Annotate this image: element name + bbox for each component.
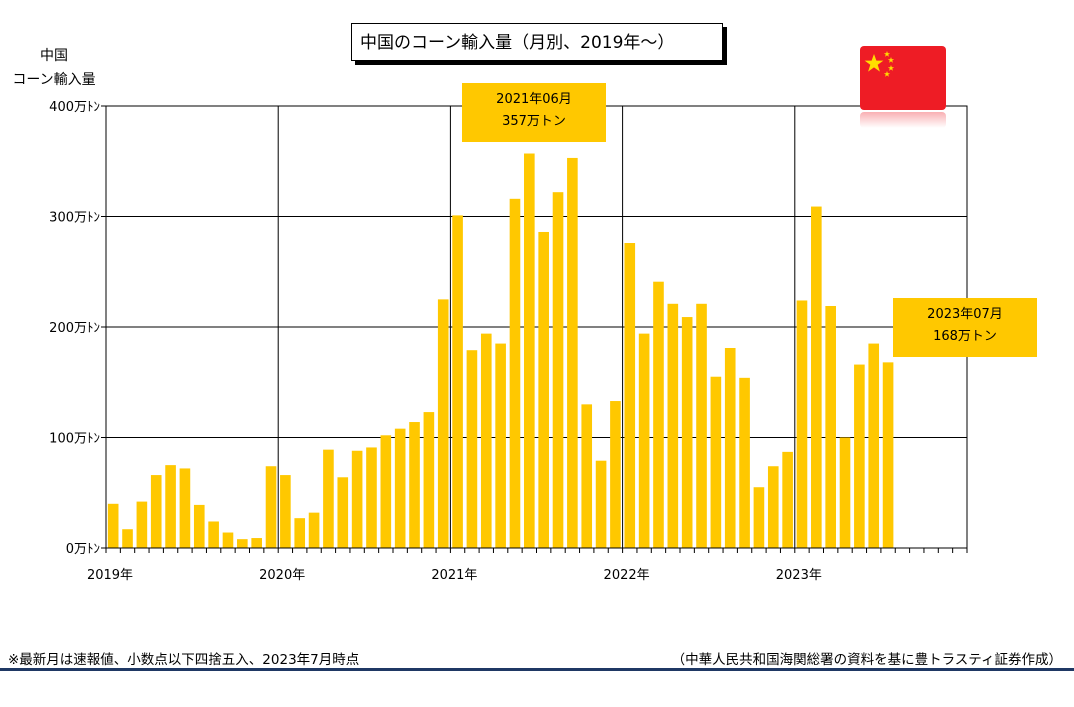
bar xyxy=(466,350,478,548)
bar xyxy=(782,451,793,548)
bar xyxy=(509,198,521,548)
bar xyxy=(437,299,449,548)
y-axis-label: 中国 コーン輸入量 xyxy=(8,44,100,92)
latest-callout: 2023年07月 168万トン xyxy=(893,298,1037,357)
footnote: ※最新月は速報値、小数点以下四捨五入、2023年7月時点 xyxy=(8,652,360,668)
bar xyxy=(753,487,765,548)
bar xyxy=(854,364,865,548)
bar xyxy=(107,503,119,548)
bar xyxy=(624,243,636,548)
bar xyxy=(667,303,679,548)
bar xyxy=(524,153,535,548)
bar xyxy=(595,460,607,548)
bar xyxy=(294,518,306,548)
x-tick-label: 2019年 xyxy=(87,568,133,583)
bar xyxy=(825,306,836,548)
bar xyxy=(122,529,133,548)
chart-title: 中国のコーン輸入量（月別、2019年～） xyxy=(351,23,723,61)
bar xyxy=(452,215,463,548)
bar xyxy=(480,333,492,548)
bar xyxy=(552,192,564,548)
china-flag-icon xyxy=(860,46,946,128)
y-tick-label: 400万ﾄﾝ xyxy=(49,100,100,115)
bar xyxy=(868,343,880,548)
bar xyxy=(739,377,750,548)
y-tick-label: 0万ﾄﾝ xyxy=(66,542,100,557)
bar xyxy=(251,538,262,548)
bar xyxy=(380,435,392,548)
bar xyxy=(567,157,578,548)
bar xyxy=(767,466,779,548)
bottom-rule xyxy=(0,668,1074,671)
bar xyxy=(193,504,205,548)
bar xyxy=(409,422,420,548)
x-tick-label: 2021年 xyxy=(431,568,477,583)
bar xyxy=(423,412,435,548)
bar xyxy=(265,466,277,548)
peak-callout-value: 357万トン xyxy=(502,114,566,129)
bar xyxy=(351,450,363,548)
bar xyxy=(724,347,736,548)
bar xyxy=(796,300,808,548)
bar xyxy=(394,428,406,548)
peak-callout: 2021年06月 357万トン xyxy=(462,83,606,142)
bar xyxy=(280,475,291,548)
bar xyxy=(581,404,593,548)
bar xyxy=(237,539,248,548)
bar xyxy=(653,281,664,548)
bar xyxy=(366,447,377,548)
grid-lines xyxy=(106,105,968,548)
x-tick-label: 2020年 xyxy=(259,568,305,583)
y-axis-label-line-1: 中国 xyxy=(40,48,68,64)
x-tick-label: 2022年 xyxy=(604,568,650,583)
bar xyxy=(308,512,320,548)
bar xyxy=(208,521,219,548)
bar xyxy=(538,231,549,548)
bar xyxy=(179,468,191,548)
bar xyxy=(638,333,650,548)
bar xyxy=(811,206,822,548)
bar xyxy=(882,362,894,548)
bars xyxy=(107,153,894,548)
y-axis-label-line-2: コーン輸入量 xyxy=(12,72,96,88)
bar xyxy=(610,401,621,548)
bar xyxy=(696,303,707,548)
y-tick-label: 200万ﾄﾝ xyxy=(49,321,100,336)
bar xyxy=(839,437,851,548)
bar xyxy=(150,475,162,548)
bar xyxy=(222,532,234,548)
peak-callout-date: 2021年06月 xyxy=(496,92,572,107)
latest-callout-date: 2023年07月 xyxy=(927,307,1003,322)
source-note: （中華人民共和国海関総署の資料を基に豊トラスティ証券作成） xyxy=(671,652,1062,668)
bar xyxy=(136,501,148,548)
bar xyxy=(165,465,176,548)
bar xyxy=(337,477,349,548)
latest-callout-value: 168万トン xyxy=(933,329,997,344)
bar xyxy=(681,317,693,548)
bar xyxy=(323,449,334,548)
x-tick-label: 2023年 xyxy=(776,568,822,583)
bar xyxy=(495,343,506,548)
y-tick-label: 300万ﾄﾝ xyxy=(49,211,100,226)
y-tick-label: 100万ﾄﾝ xyxy=(49,432,100,447)
bar xyxy=(710,376,722,548)
